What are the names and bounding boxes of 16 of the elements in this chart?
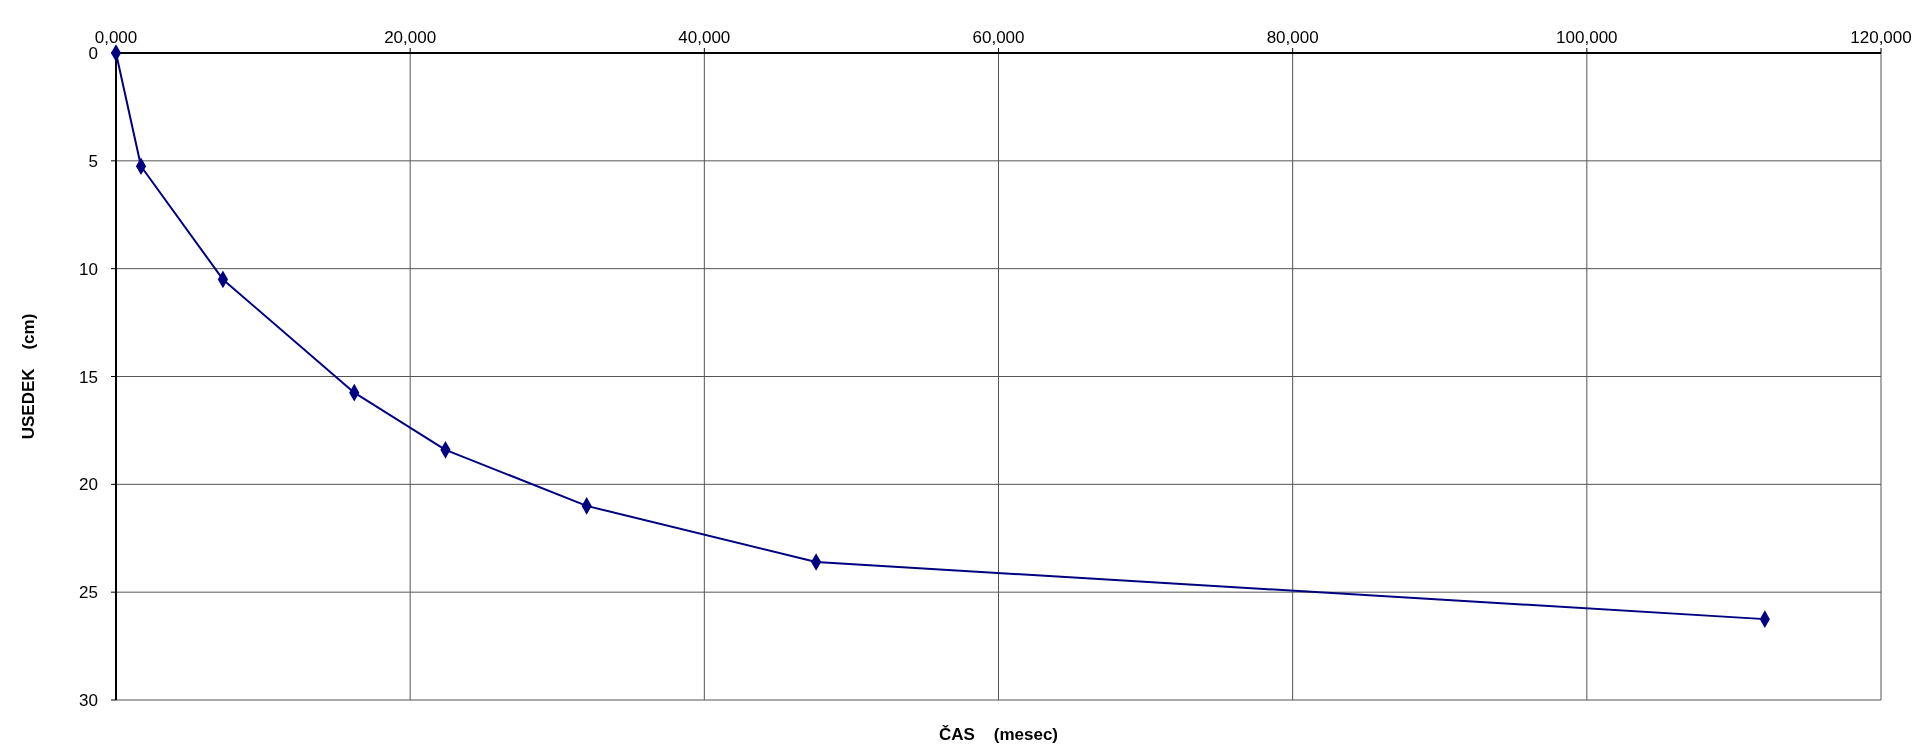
- y-tick-label: 20: [79, 475, 98, 495]
- x-tick-label: 40,000: [678, 28, 731, 47]
- x-tick-label: 60,000: [972, 28, 1025, 47]
- x-tick-label: 80,000: [1266, 28, 1319, 47]
- y-tick-label: 5: [88, 151, 98, 171]
- y-tick-label: 30: [79, 691, 98, 710]
- y-tick-label: 0: [88, 44, 98, 63]
- y-tick-label: 15: [79, 367, 98, 387]
- x-tick-label: 0,000: [94, 28, 138, 47]
- x-tick-label: 20,000: [384, 28, 437, 47]
- y-tick-label: 10: [79, 259, 98, 279]
- x-axis-title: ČAS (mesec): [938, 725, 1059, 744]
- x-tick-label: 100,000: [1556, 28, 1618, 47]
- x-tick-label: 120,000: [1850, 28, 1912, 47]
- y-axis-title: USEDEK (cm): [19, 313, 38, 440]
- y-tick-label: 25: [79, 583, 98, 603]
